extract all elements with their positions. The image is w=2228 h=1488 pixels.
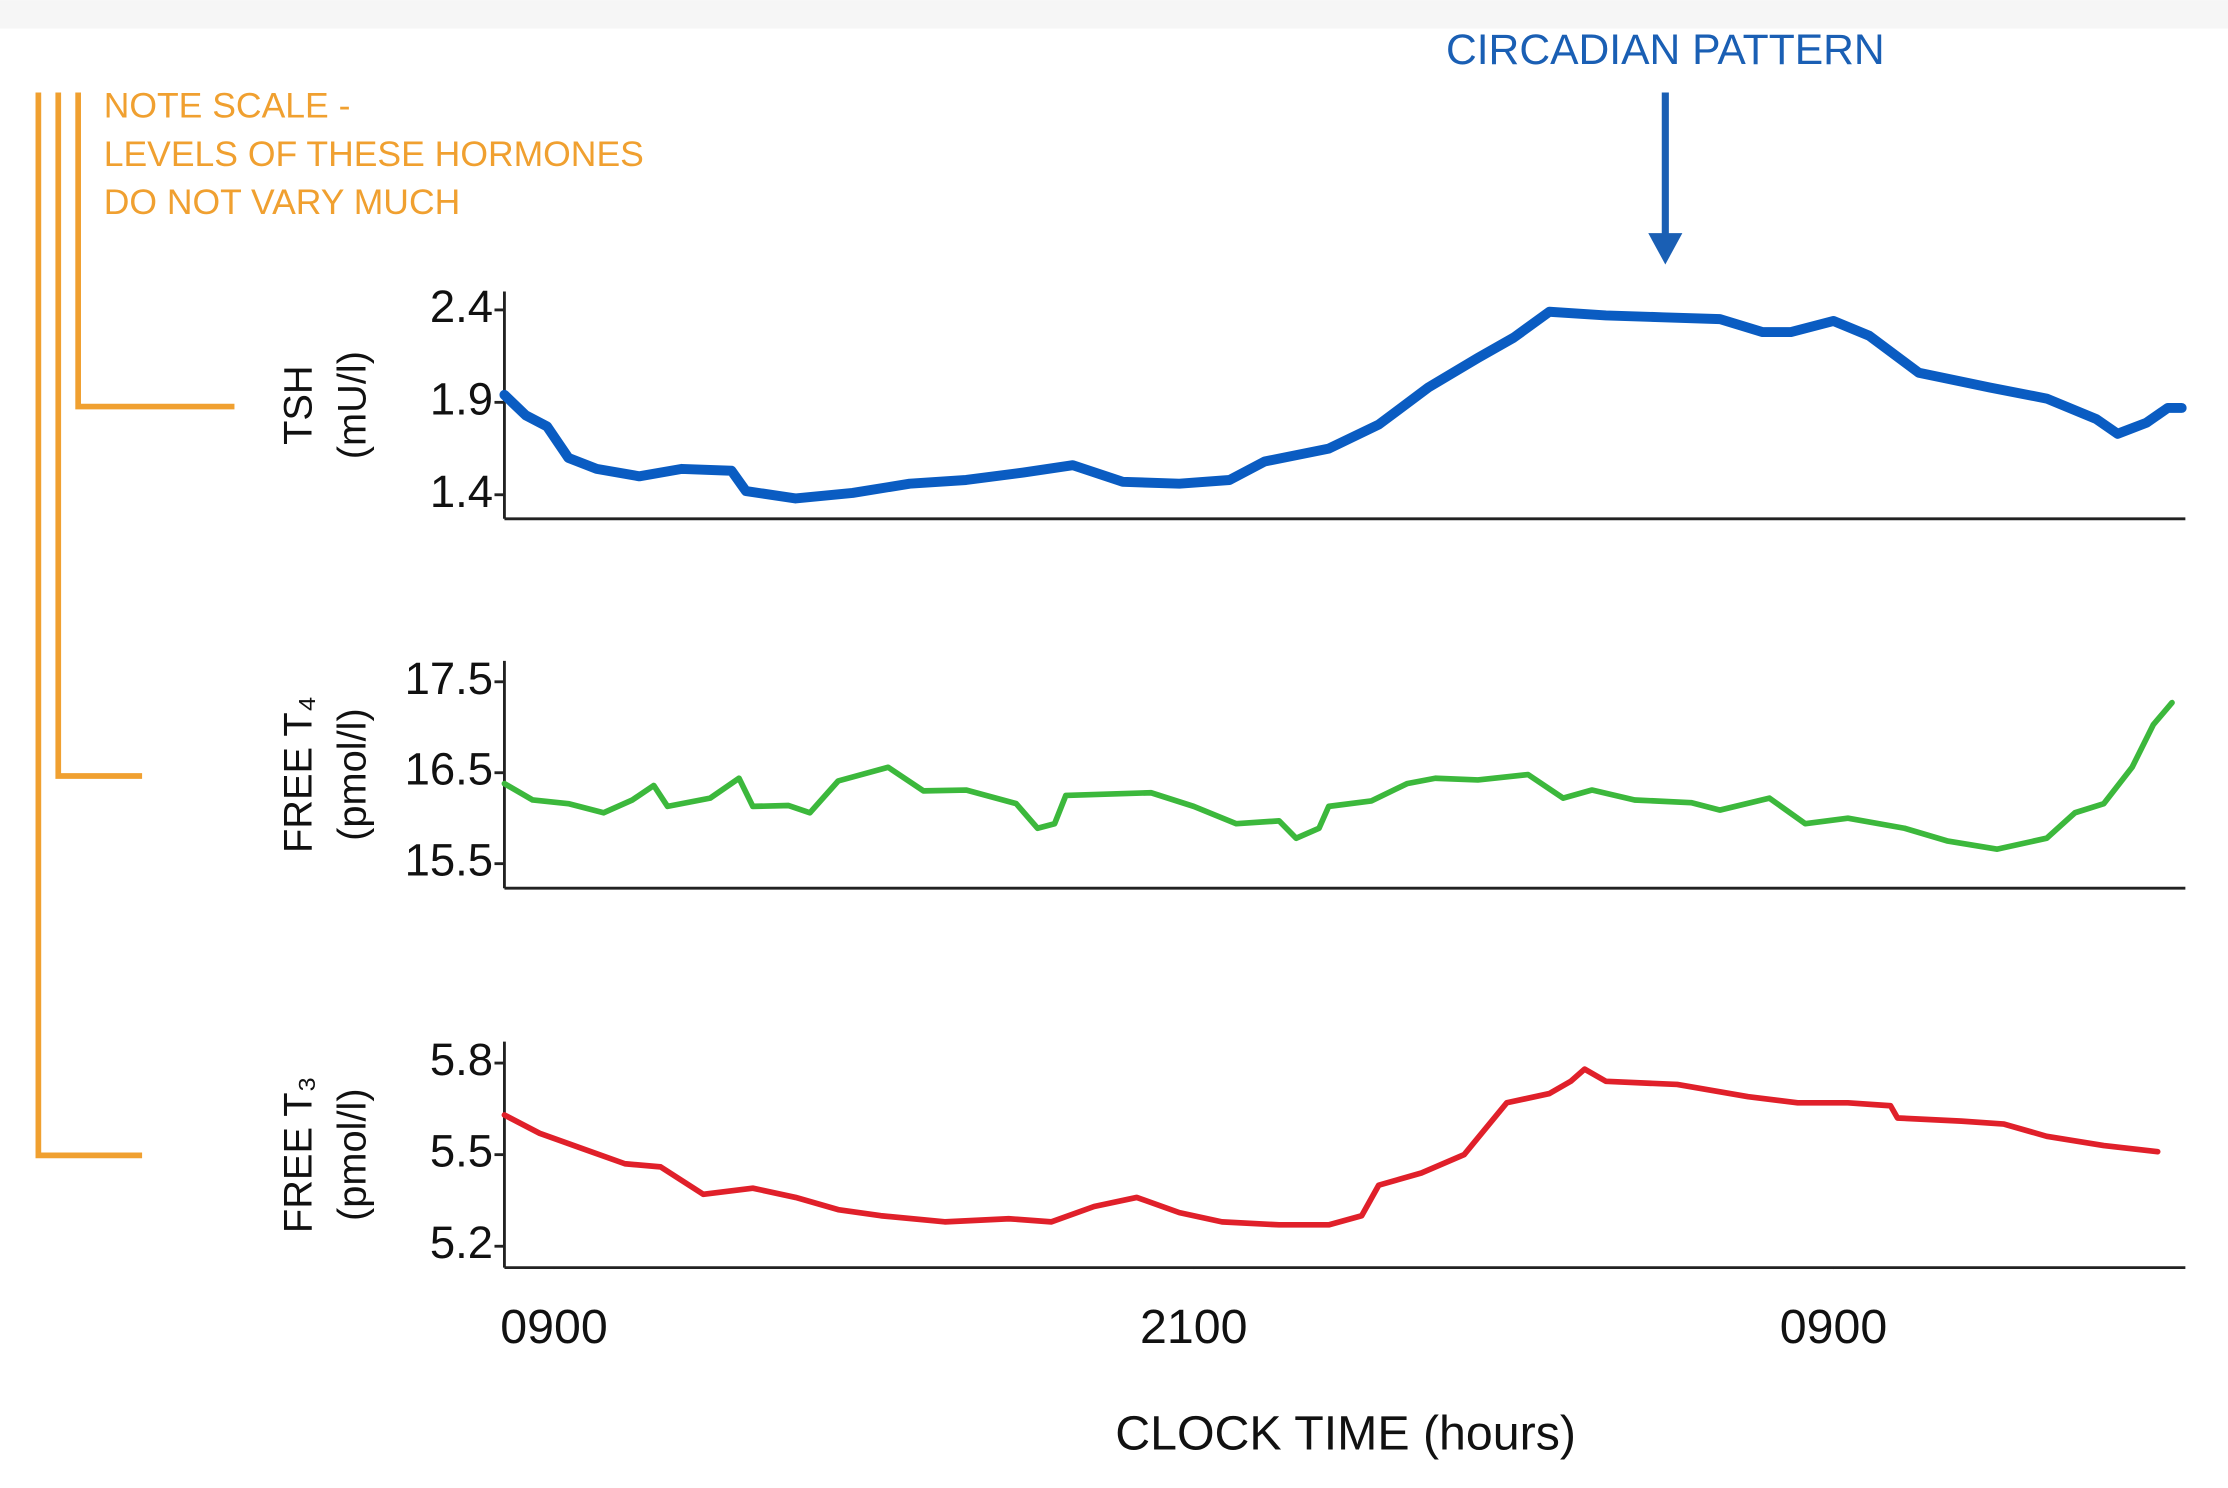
annotation: CIRCADIAN PATTERN [1446, 26, 1885, 74]
x-tick-label: 0900 [500, 1300, 607, 1354]
y-tick-label: 2.4 [430, 281, 493, 332]
y-tick-label: 15.5 [405, 835, 493, 886]
bracket [75, 92, 235, 410]
y-axis-label: FREE T₃ [277, 1076, 321, 1233]
data-line [501, 1066, 2161, 1228]
bracket [35, 92, 143, 1159]
y-axis-label: FREE T₄ [277, 696, 321, 853]
y-tick-label: 16.5 [405, 744, 493, 795]
note-line: LEVELS OF THESE HORMONES [104, 134, 644, 174]
y-tick-label: 1.9 [430, 373, 493, 424]
y-tick-label: 17.5 [405, 653, 493, 704]
x-axis-label: CLOCK TIME (hours) [1115, 1406, 1576, 1460]
arrow-head [1648, 233, 1683, 265]
y-axis-label: (pmol/l) [331, 708, 375, 841]
note-line: NOTE SCALE - [104, 86, 351, 126]
x-tick-label: 0900 [1780, 1300, 1887, 1354]
data-line [499, 306, 2187, 504]
y-axis-label: (pmol/l) [331, 1088, 375, 1221]
data-line [501, 699, 2175, 852]
y-axis-label: TSH [277, 365, 321, 445]
note-line: DO NOT VARY MUCH [104, 182, 461, 222]
y-tick-label: 5.8 [430, 1034, 493, 1085]
y-tick-label: 1.4 [430, 466, 493, 517]
top-strip [0, 0, 2228, 29]
bracket [55, 92, 143, 779]
note-brackets [35, 92, 235, 1159]
y-tick-label: 5.2 [430, 1217, 493, 1268]
y-tick-label: 5.5 [430, 1126, 493, 1177]
y-axis-label: (mU/l) [331, 351, 375, 459]
x-tick-label: 2100 [1140, 1300, 1247, 1354]
